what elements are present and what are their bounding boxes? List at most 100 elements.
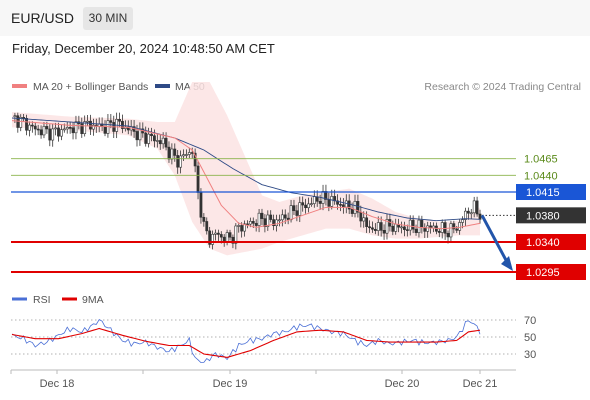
candle xyxy=(202,213,206,227)
x-tick-dec-20: Dec 20 xyxy=(385,370,420,390)
candle xyxy=(68,121,72,134)
candle xyxy=(33,122,37,136)
price-panel xyxy=(11,82,482,256)
rsi-level-70: 70 xyxy=(11,315,536,327)
rsi-level-50: 50 xyxy=(11,332,536,344)
candle xyxy=(405,224,409,237)
candle xyxy=(51,124,55,147)
candle xyxy=(187,147,191,159)
candle xyxy=(272,214,276,231)
timeframe-button[interactable]: 30 MIN xyxy=(83,7,133,30)
candle xyxy=(339,197,342,212)
ma20-legend-label: MA 20 + Bollinger Bands xyxy=(33,81,148,93)
candle xyxy=(362,211,366,228)
header-bar: EUR/USD 30 MIN xyxy=(0,0,590,36)
candle xyxy=(234,223,238,250)
candle xyxy=(74,115,78,140)
candle xyxy=(22,114,26,122)
rsi-level-30: 30 xyxy=(11,349,536,361)
candle xyxy=(275,214,278,232)
candle xyxy=(89,114,92,136)
rsi-ma-line xyxy=(11,327,481,358)
candle xyxy=(19,114,23,132)
candle xyxy=(80,117,84,138)
candle xyxy=(243,220,246,237)
candle xyxy=(91,118,95,136)
x-tick-dec-21: Dec 21 xyxy=(463,370,497,390)
ma50-line xyxy=(11,117,481,222)
candle xyxy=(176,149,180,174)
ma9-legend-label: 9MA xyxy=(82,294,104,306)
rsi-panel: 70 50 30 xyxy=(11,315,536,364)
candle xyxy=(304,198,307,214)
candle xyxy=(263,214,267,233)
candle xyxy=(307,197,310,213)
candle xyxy=(86,115,89,127)
level-label: 1.0295 xyxy=(526,267,560,279)
x-tick-label: Dec 18 xyxy=(40,378,75,390)
candle xyxy=(30,121,34,133)
candle xyxy=(266,210,270,231)
candle xyxy=(260,208,264,226)
candle xyxy=(368,220,371,233)
forecast-arrow xyxy=(480,214,513,271)
candle xyxy=(54,122,58,136)
candle xyxy=(443,219,447,240)
candle xyxy=(324,184,328,206)
price-chart[interactable]: MA 20 + Bollinger Bands MA 50 Research ©… xyxy=(0,36,590,400)
candle xyxy=(466,207,470,220)
x-tick-dec-18: Dec 18 xyxy=(40,370,75,390)
candle xyxy=(472,196,476,218)
candle xyxy=(301,196,305,212)
x-axis: Dec 18 Dec 19 Dec 20 Dec 21 xyxy=(10,370,497,390)
rsi-line xyxy=(11,319,481,364)
candle xyxy=(449,220,453,243)
candle xyxy=(106,114,110,138)
x-tick-dec-19: Dec 19 xyxy=(213,370,247,390)
candle xyxy=(373,223,377,235)
candle xyxy=(193,148,197,173)
timestamp: Friday, December 20, 2024 10:48:50 AM CE… xyxy=(12,41,275,56)
level-1-0440: 1.0440 xyxy=(11,170,558,182)
rsi-tick-label: 70 xyxy=(524,315,536,327)
level-1-0380: 1.0380 xyxy=(482,207,586,224)
candle xyxy=(240,222,244,238)
candle xyxy=(237,222,241,233)
credit-text: Research © 2024 Trading Central xyxy=(424,81,581,93)
candle xyxy=(298,196,302,223)
level-label: 1.0440 xyxy=(524,170,558,182)
candle xyxy=(382,224,386,240)
candle xyxy=(278,214,281,227)
level-label: 1.0340 xyxy=(526,237,560,249)
symbol-title: EUR/USD xyxy=(11,10,75,26)
x-tick-label: Dec 20 xyxy=(385,378,420,390)
candle xyxy=(216,229,220,242)
candle xyxy=(385,213,389,240)
candle xyxy=(205,217,209,235)
candle xyxy=(469,208,473,220)
level-1-0465: 1.0465 xyxy=(11,154,558,166)
candle xyxy=(39,125,43,139)
candle xyxy=(280,209,284,227)
candle xyxy=(376,216,380,236)
candle xyxy=(57,122,60,142)
bollinger-band xyxy=(12,82,480,256)
candle xyxy=(42,121,46,139)
candle xyxy=(426,221,430,238)
candle xyxy=(118,112,121,128)
candle xyxy=(475,196,479,217)
candle xyxy=(257,208,261,233)
ma20-line xyxy=(11,120,481,230)
rsi-tick-label: 50 xyxy=(524,332,536,344)
candle xyxy=(403,221,406,237)
candle xyxy=(208,226,212,248)
candle xyxy=(60,124,63,141)
candle xyxy=(211,230,214,250)
candle xyxy=(295,204,299,222)
candle xyxy=(292,199,296,216)
candle xyxy=(214,229,217,241)
candle xyxy=(310,197,313,207)
candle xyxy=(254,219,258,232)
candle xyxy=(185,149,188,159)
rsi-tick-label: 30 xyxy=(524,349,536,361)
